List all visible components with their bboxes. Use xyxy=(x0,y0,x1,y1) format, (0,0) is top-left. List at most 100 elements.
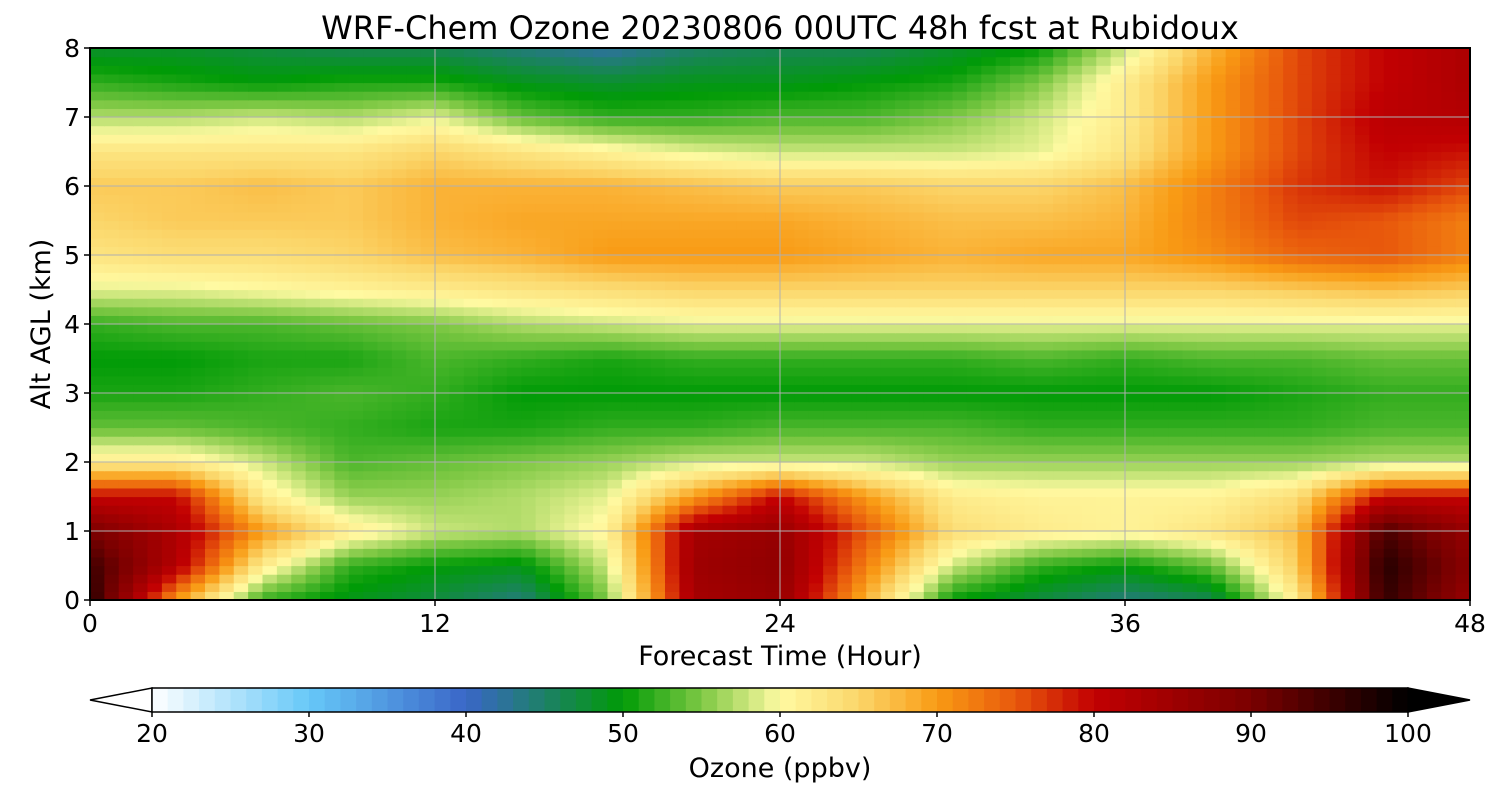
heatmap-cell xyxy=(981,324,997,334)
heatmap-cell xyxy=(1369,324,1385,334)
heatmap-cell xyxy=(765,194,781,204)
heatmap-cell xyxy=(233,289,249,299)
heatmap-cell xyxy=(765,548,781,558)
heatmap-cell xyxy=(248,487,264,498)
heatmap-cell xyxy=(1153,487,1169,498)
heatmap-cell xyxy=(1326,341,1342,351)
heatmap-cell xyxy=(219,168,235,178)
heatmap-cell xyxy=(435,186,450,196)
heatmap-cell xyxy=(435,324,450,334)
heatmap-cell xyxy=(909,410,925,420)
heatmap-cell xyxy=(248,272,264,282)
heatmap-cell xyxy=(133,505,149,515)
heatmap-cell xyxy=(1196,444,1212,454)
heatmap-cell xyxy=(363,367,379,377)
heatmap-cell xyxy=(377,246,393,256)
heatmap-cell xyxy=(478,574,494,584)
heatmap-cell xyxy=(1426,160,1442,170)
heatmap-cell xyxy=(736,513,752,523)
heatmap-cell xyxy=(1067,298,1083,308)
heatmap-cell xyxy=(621,375,637,385)
heatmap-cell xyxy=(190,151,206,161)
heatmap-cell xyxy=(665,194,680,204)
heatmap-cell xyxy=(981,548,997,558)
heatmap-cell xyxy=(377,539,393,549)
heatmap-cell xyxy=(1340,436,1356,446)
heatmap-cell xyxy=(1383,375,1399,385)
heatmap-cell xyxy=(1110,582,1126,592)
heatmap-cell xyxy=(880,272,896,282)
heatmap-cell xyxy=(851,367,867,377)
heatmap-cell xyxy=(521,522,537,532)
heatmap-cell xyxy=(1369,410,1385,420)
heatmap-cell xyxy=(923,522,939,532)
heatmap-cell xyxy=(1024,194,1040,204)
heatmap-cell xyxy=(1254,375,1270,385)
heatmap-cell xyxy=(780,375,795,385)
heatmap-cell xyxy=(1268,375,1284,385)
heatmap-cell xyxy=(1053,393,1069,403)
heatmap-cell xyxy=(435,539,450,549)
heatmap-cell xyxy=(391,513,407,523)
heatmap-cell xyxy=(938,539,954,549)
heatmap-cell xyxy=(276,358,292,368)
heatmap-cell xyxy=(780,470,795,480)
heatmap-cell xyxy=(1240,496,1255,506)
heatmap-cell xyxy=(650,211,666,222)
heatmap-cell xyxy=(1024,186,1040,196)
heatmap-cell xyxy=(420,531,436,541)
heatmap-cell xyxy=(780,255,795,265)
heatmap-cell xyxy=(823,487,839,498)
heatmap-cell xyxy=(1038,418,1054,429)
heatmap-cell xyxy=(1383,298,1399,308)
heatmap-cell xyxy=(650,427,666,437)
heatmap-cell xyxy=(1412,565,1428,575)
heatmap-cell xyxy=(1125,341,1140,351)
heatmap-cell xyxy=(276,186,292,196)
heatmap-cell xyxy=(348,203,364,213)
heatmap-cell xyxy=(1024,332,1040,342)
heatmap-cell xyxy=(262,298,278,308)
heatmap-cell xyxy=(176,341,192,351)
heatmap-cell xyxy=(334,548,350,558)
heatmap-cell xyxy=(765,263,781,273)
heatmap-cell xyxy=(1067,177,1083,187)
heatmap-cell xyxy=(966,436,982,446)
heatmap-cell xyxy=(995,591,1011,600)
heatmap-cell xyxy=(492,280,508,291)
heatmap-cell xyxy=(348,315,364,325)
heatmap-cell xyxy=(736,436,752,446)
heatmap-cell xyxy=(449,358,465,368)
heatmap-cell xyxy=(923,367,939,377)
heatmap-cell xyxy=(981,556,997,567)
heatmap-cell xyxy=(334,358,350,368)
heatmap-cell xyxy=(966,246,982,256)
heatmap-cell xyxy=(276,574,292,584)
heatmap-cell xyxy=(535,479,551,489)
heatmap-cell xyxy=(751,211,767,222)
heatmap-cell xyxy=(1038,539,1054,549)
heatmap-cell xyxy=(636,591,652,600)
heatmap-cell xyxy=(1110,470,1126,480)
heatmap-cell xyxy=(650,375,666,385)
heatmap-cell xyxy=(1326,263,1342,273)
heatmap-cell xyxy=(391,531,407,541)
heatmap-cell xyxy=(147,591,163,600)
heatmap-cell xyxy=(1096,246,1112,256)
heatmap-cell xyxy=(463,367,479,377)
heatmap-cell xyxy=(1125,479,1140,489)
heatmap-cell xyxy=(320,487,335,498)
heatmap-cell xyxy=(320,436,335,446)
heatmap-cell xyxy=(909,255,925,265)
heatmap-cell xyxy=(133,410,149,420)
heatmap-cell xyxy=(593,591,609,600)
heatmap-cell xyxy=(219,522,235,532)
heatmap-cell xyxy=(205,531,220,541)
heatmap-cell xyxy=(1225,574,1241,584)
heatmap-cell xyxy=(1067,418,1083,429)
heatmap-cell xyxy=(1153,194,1169,204)
heatmap-cell xyxy=(1412,444,1428,454)
heatmap-cell xyxy=(952,315,968,325)
heatmap-cell xyxy=(1240,289,1255,299)
heatmap-cell xyxy=(952,151,968,161)
